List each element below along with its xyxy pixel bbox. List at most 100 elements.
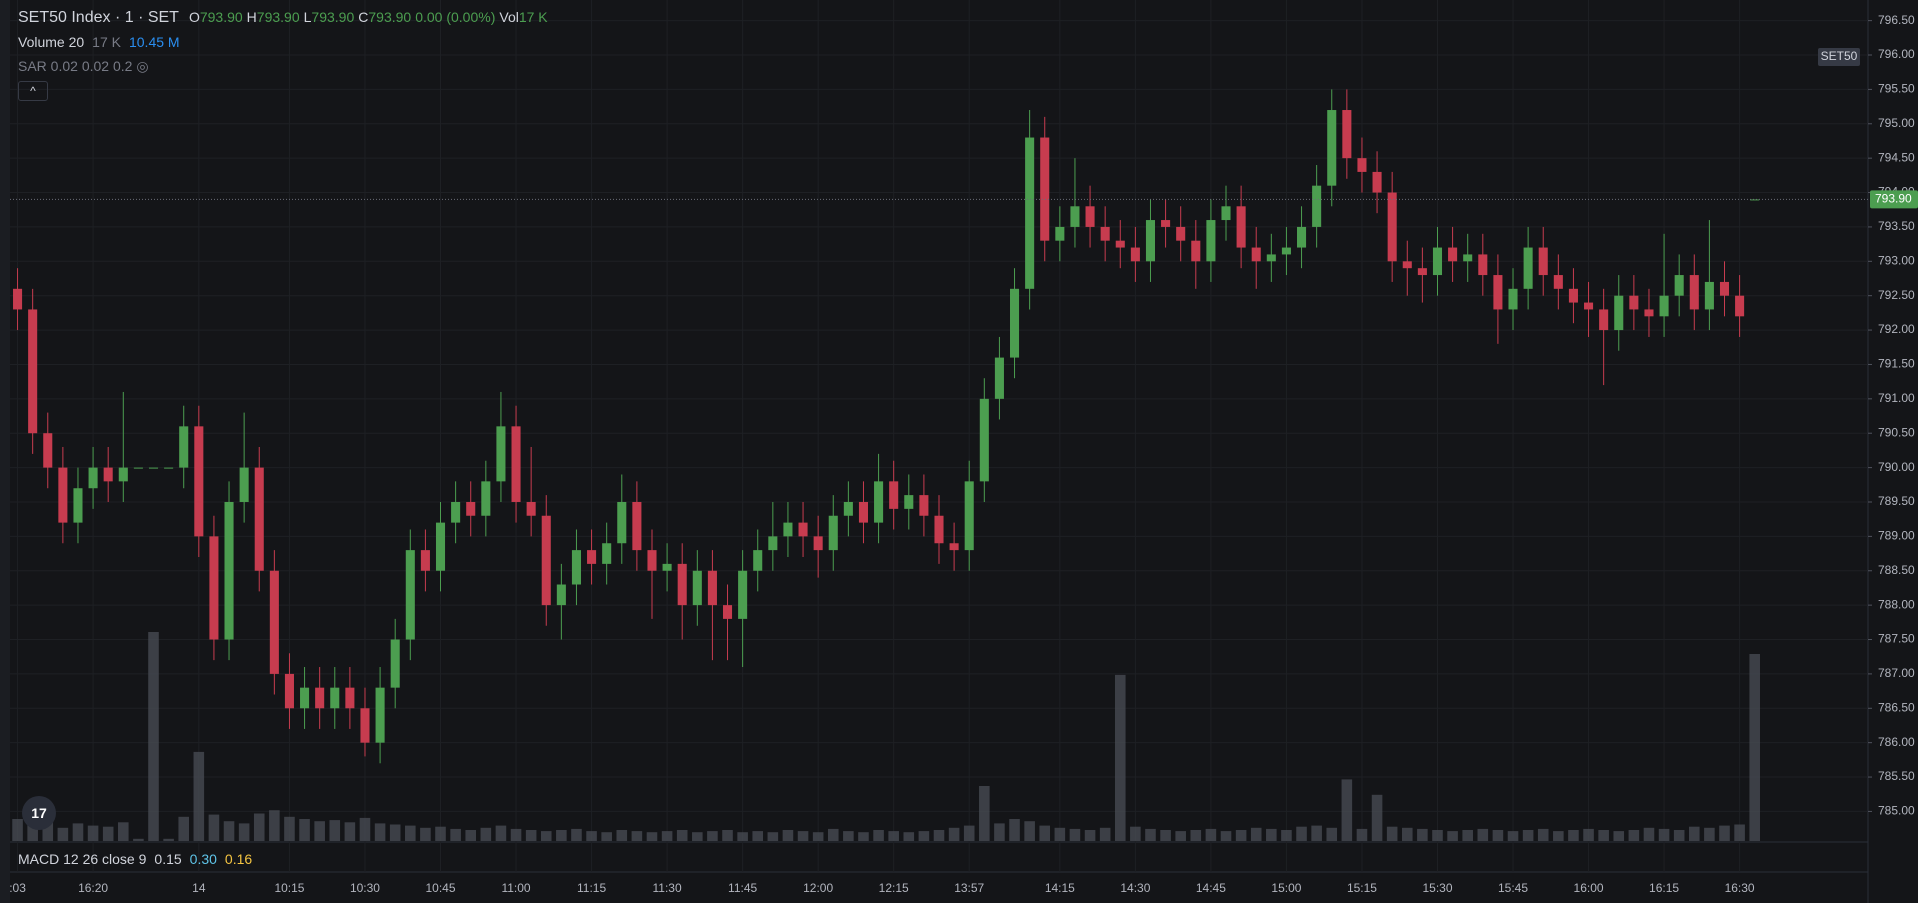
volume-bar xyxy=(948,827,960,841)
volume-bar xyxy=(540,831,552,841)
y-tick-label: 787.50 xyxy=(1878,632,1915,646)
volume-bar xyxy=(1069,828,1081,841)
candle-body xyxy=(662,563,672,571)
candle-body xyxy=(783,522,793,537)
candle-body xyxy=(1644,309,1654,317)
candle-body xyxy=(843,501,853,516)
volume-bar xyxy=(646,832,658,841)
symbol-title: SET50 Index · 1 · SET xyxy=(18,9,179,26)
volume-bar xyxy=(269,810,280,841)
volume-bar xyxy=(616,830,628,841)
candle-body xyxy=(1674,275,1684,296)
candle-body xyxy=(587,550,597,564)
volume-bar xyxy=(314,821,325,841)
candle-body xyxy=(133,467,143,469)
x-tick-label: 16:20 xyxy=(78,881,108,895)
change: 0.00 (0.00%) xyxy=(415,9,496,25)
candle-body xyxy=(1100,226,1110,241)
candle-body xyxy=(73,488,83,523)
legend-macd[interactable]: MACD 12 26 close 9 0.15 0.30 0.16 xyxy=(18,851,256,867)
y-tick-label: 792.00 xyxy=(1878,322,1915,336)
candle-body xyxy=(1327,110,1337,186)
volume-bar xyxy=(1568,830,1579,841)
candle-body xyxy=(994,357,1004,399)
sar-study: SAR 0.02 0.02 0.2 xyxy=(18,58,133,74)
candle-body xyxy=(269,570,279,674)
candle-body xyxy=(300,687,310,709)
eye-icon[interactable]: ◎ xyxy=(136,58,149,74)
candle-body xyxy=(1614,295,1624,331)
volume-bar xyxy=(722,830,733,841)
candle-body xyxy=(1750,199,1760,201)
o-value: 793.90 xyxy=(199,9,243,25)
symbol-badge-bg xyxy=(1818,48,1860,66)
volume-bar xyxy=(888,831,899,841)
volume-bar xyxy=(495,825,507,841)
candle-body xyxy=(1704,281,1714,310)
candle-body xyxy=(632,501,642,551)
legend-sar[interactable]: SAR 0.02 0.02 0.2 ◎ xyxy=(18,58,153,75)
y-tick-label: 791.00 xyxy=(1878,391,1915,405)
volume-bar xyxy=(933,830,945,841)
candle-body xyxy=(1130,247,1140,262)
volume-bar xyxy=(1281,830,1292,841)
x-tick-label: 14:30 xyxy=(1120,881,1150,895)
macd-study: MACD 12 26 close 9 xyxy=(18,851,147,867)
legend-volume[interactable]: Volume 20 17 K 10.45 M xyxy=(18,34,184,50)
candle-body xyxy=(390,639,400,688)
candle-body xyxy=(526,501,536,516)
volume-bar xyxy=(782,830,794,841)
y-tick-label: 794.50 xyxy=(1878,150,1915,164)
volume-bar xyxy=(571,828,582,841)
volume-bar xyxy=(1130,826,1141,841)
candle-body xyxy=(556,584,566,606)
candle-body xyxy=(1025,137,1035,289)
candle-body xyxy=(375,687,385,743)
volume-bar xyxy=(193,751,205,841)
candle-body xyxy=(1145,220,1156,262)
volume-bar xyxy=(1356,828,1368,841)
price-badge-bg xyxy=(1870,190,1918,209)
candle-body xyxy=(148,467,159,469)
legend-main: SET50 Index · 1 · SET O793.90 H793.90 L793.… xyxy=(18,9,552,27)
volume-bar xyxy=(329,820,341,841)
volume-bar xyxy=(27,824,38,841)
y-tick-label: 786.50 xyxy=(1878,700,1915,714)
volume-bar xyxy=(979,786,990,841)
candle-body xyxy=(692,570,702,606)
collapse-button[interactable]: ^ xyxy=(18,81,48,101)
volume-bar xyxy=(1417,828,1428,841)
y-tick-label: 789.50 xyxy=(1878,494,1915,508)
volume-bar xyxy=(903,832,915,841)
volume-bar xyxy=(238,823,250,841)
volume-bar xyxy=(1145,828,1156,841)
volume-bar xyxy=(737,832,748,841)
candle-body xyxy=(1191,240,1201,262)
volume-bar xyxy=(405,825,416,841)
volume-bar xyxy=(1749,654,1760,841)
candle-body xyxy=(722,605,733,619)
candle-body xyxy=(1221,206,1231,221)
volume-bar xyxy=(148,632,159,841)
x-tick-label: 11:45 xyxy=(728,881,757,895)
volume-bar xyxy=(1235,830,1247,841)
volume-bar xyxy=(72,823,84,841)
tv-logo[interactable]: 17 xyxy=(22,796,56,830)
volume-bar xyxy=(827,828,839,841)
volume-bar xyxy=(1341,779,1353,841)
volume-bar xyxy=(102,826,114,841)
y-tick-label: 796.50 xyxy=(1878,13,1915,27)
volume-bar xyxy=(374,823,386,841)
candle-body xyxy=(1599,309,1609,331)
y-tick-label: 790.50 xyxy=(1878,425,1915,439)
y-tick-label: 787.00 xyxy=(1878,666,1915,680)
price-badge: 793.90 xyxy=(1875,192,1912,206)
candle-body xyxy=(979,398,989,482)
candle-body xyxy=(284,673,294,709)
volume-bar xyxy=(1447,831,1458,841)
volume-bar xyxy=(1220,831,1232,841)
volume-bar xyxy=(1039,825,1051,841)
volume-bar xyxy=(133,838,144,841)
candle-body xyxy=(1281,247,1291,255)
